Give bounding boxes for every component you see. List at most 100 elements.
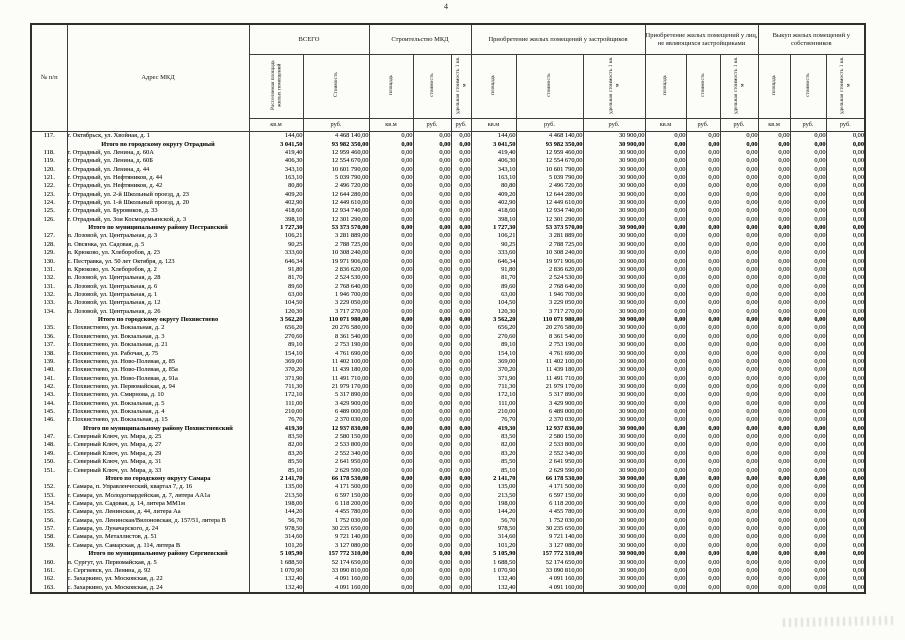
cell-stroit-cost: 0,00 [412,349,452,358]
cell-vykup-unit: 0,00 [825,458,866,467]
cell-zastr-area: 111,00 [470,399,517,408]
cell-stroit-area: 0,00 [368,182,414,191]
cell-lica-unit: 0,00 [719,340,759,350]
table-row: 151. с. Северный Ключ, ул. Мира, д. 33 85,… [30,466,866,475]
cell-vykup-cost: 0,00 [789,349,827,358]
cell-lica-cost: 0,00 [685,366,721,375]
cell-stroit-area: 0,00 [368,508,414,517]
cell-vykup-cost: 0,00 [789,575,827,584]
cell-zastr-unit: 30 900,00 [582,307,646,316]
row-num: 146. [30,416,68,425]
cell-vsego-cost: 5 317 890,00 [302,391,370,400]
cell-stroit-unit: 0,00 [450,474,472,484]
row-address: г. Самара, ул. Ленинская, д. 44, литера … [66,508,250,517]
cell-lica-unit: 0,00 [719,131,759,141]
cell-vsego-area: 135,00 [248,483,304,492]
cell-lica-unit: 0,00 [719,374,759,383]
subcol-title: площадь [662,75,669,96]
cell-lica-cost: 0,00 [685,541,721,550]
cell-stroit-unit: 0,00 [450,340,472,350]
cell-zastr-cost: 12 301 290,00 [515,215,584,224]
cell-vykup-area: 0,00 [757,215,791,224]
cell-vykup-area: 0,00 [757,399,791,408]
cell-vykup-unit: 0,00 [825,340,866,350]
cell-vykup-cost: 0,00 [789,449,827,459]
cell-stroit-area: 0,00 [368,407,414,417]
cell-zastr-area: 132,40 [470,583,517,593]
cell-zastr-cost: 2 629 590,00 [515,466,584,475]
cell-lica-area: 0,00 [644,483,687,492]
table-row: 147. с. Северный Ключ, ул. Мира, д. 25 83,… [30,432,866,442]
cell-lica-area: 0,00 [644,215,687,224]
cell-vsego-cost: 12 934 740,00 [302,207,370,216]
unit-cell-3-2: руб. [719,118,759,132]
cell-lica-area: 0,00 [644,249,687,258]
cell-lica-area: 0,00 [644,499,687,509]
cell-zastr-cost: 12 959 460,00 [515,148,584,158]
cell-vsego-area: 270,60 [248,332,304,341]
header-row: кв.м руб. кв.м руб. руб. кв.м руб. руб. кв.м руб.… [31,118,866,132]
cell-lica-unit: 0,00 [719,265,759,275]
table-row: 142. г. Похвистнево, ул. Первомайская, д.… [30,382,866,392]
cell-vsego-cost: 2 496 720,00 [302,182,370,191]
table-row: 136. г. Похвистнево, ул. Вокзальная, д. 3… [30,332,866,341]
cell-zastr-area: 711,30 [470,382,517,392]
cell-lica-unit: 0,00 [719,157,759,166]
cell-zastr-unit: 30 900,00 [582,148,646,158]
cell-zastr-unit: 30 900,00 [582,508,646,517]
cell-stroit-area: 0,00 [368,198,414,208]
cell-stroit-cost: 0,00 [412,491,452,500]
row-address: г. Отрадный, ул. Ленина, д. 60А [66,148,250,158]
cell-vsego-cost: 4 171 500,00 [302,483,370,492]
row-address: г. Похвистнево, ул. Первомайская, д. 94 [66,382,250,392]
cell-zastr-cost: 6 597 150,00 [515,491,584,500]
cell-vykup-cost: 0,00 [789,157,827,166]
cell-lica-area: 0,00 [644,449,687,459]
cell-lica-area: 0,00 [644,190,687,199]
cell-zastr-area: 135,00 [470,483,517,492]
cell-stroit-unit: 0,00 [450,583,472,593]
cell-vsego-cost: 2 370 030,00 [302,416,370,425]
row-address: г. Похвистнево, ул. Вокзальная, д. 4 [66,407,250,417]
row-address: г. Самара, п. Управленческий, квартал 7,… [66,483,250,492]
cell-lica-unit: 0,00 [719,207,759,216]
cell-zastr-cost: 30 235 650,00 [515,524,584,534]
cell-vykup-cost: 0,00 [789,558,827,567]
cell-vykup-cost: 0,00 [789,549,827,559]
table-row: 129. п. Крюково, ул. Хлеборобов, д. 23 333… [30,249,866,258]
cell-vykup-area: 0,00 [757,182,791,191]
cell-vykup-cost: 0,00 [789,407,827,417]
subcol-title: Стоимость [332,72,339,98]
table-row: 138. г. Похвистнево, ул. Рабочая, д. 75 15… [30,349,866,358]
cell-stroit-area: 0,00 [368,223,414,233]
cell-vykup-area: 0,00 [757,198,791,208]
cell-zastr-area: 419,30 [470,424,517,433]
cell-lica-cost: 0,00 [685,157,721,166]
cell-stroit-unit: 0,00 [450,357,472,367]
cell-lica-area: 0,00 [644,533,687,542]
cell-vykup-cost: 0,00 [789,508,827,517]
cell-vykup-cost: 0,00 [789,131,827,141]
cell-zastr-area: 2 141,70 [470,474,517,484]
cell-vykup-cost: 0,00 [789,424,827,433]
cell-vykup-cost: 0,00 [789,207,827,216]
cell-zastr-area: 104,50 [470,299,517,308]
cell-vsego-area: 1 688,50 [248,558,304,567]
cell-zastr-cost: 12 554 670,00 [515,157,584,166]
row-address: г. Похвистнево, ул. Вокзальная, д. 15 [66,416,250,425]
cell-lica-area: 0,00 [644,340,687,350]
cell-lica-area: 0,00 [644,232,687,241]
table-row: 149. с. Северный Ключ, ул. Мира, д. 29 83,… [30,449,866,459]
cell-stroit-unit: 0,00 [450,432,472,442]
cell-lica-area: 0,00 [644,407,687,417]
cell-zastr-area: 144,60 [470,131,517,141]
cell-lica-cost: 0,00 [685,549,721,559]
cell-zastr-cost: 3 429 900,00 [515,399,584,408]
cell-stroit-area: 0,00 [368,474,414,484]
row-num: 122. [30,182,68,191]
table-row: 144. г. Похвистнево, ул. Вокзальная, д. 5… [30,399,866,408]
cell-vykup-unit: 0,00 [825,190,866,199]
cell-stroit-area: 0,00 [368,140,414,149]
